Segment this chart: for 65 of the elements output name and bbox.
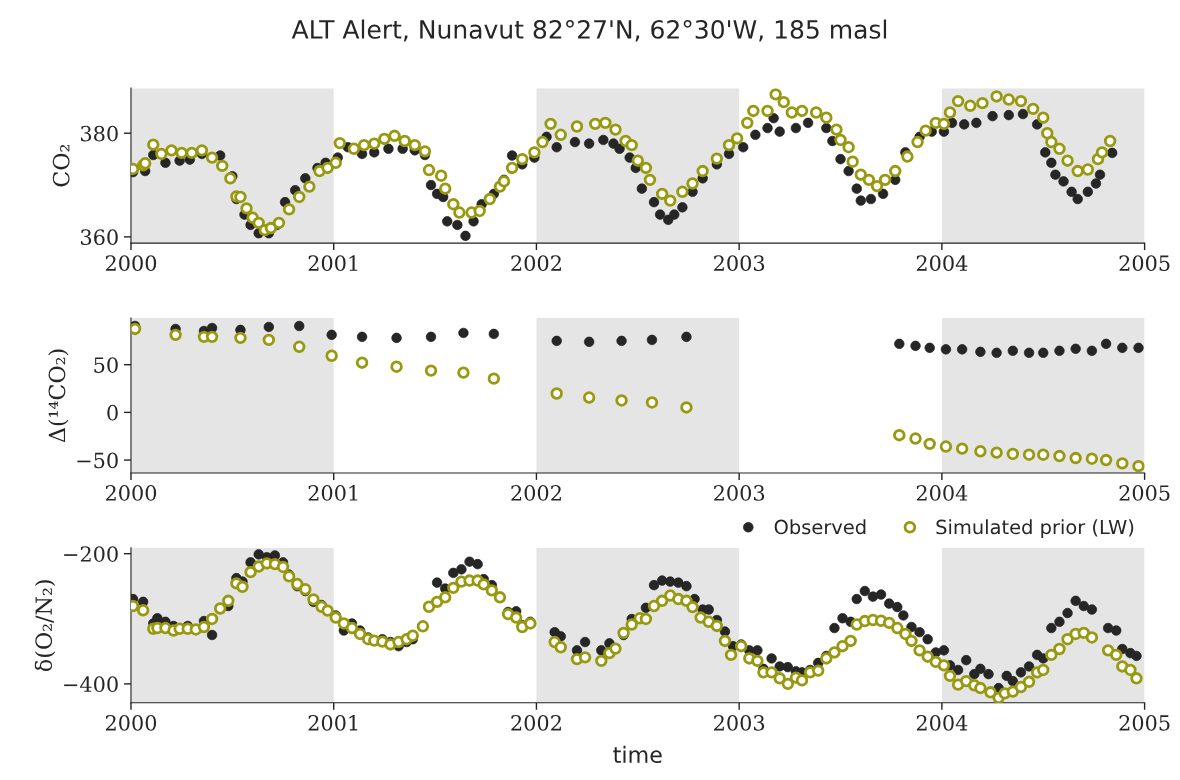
y-axis-title: CO₂ — [52, 144, 70, 187]
x-tick-label: 2004 — [916, 485, 968, 501]
point — [130, 322, 142, 336]
point — [1022, 448, 1036, 461]
x-tick-label: 2000 — [105, 255, 157, 272]
y-tick-label: 380 — [81, 125, 118, 142]
y-tick-label: 50 — [94, 357, 118, 373]
point — [1006, 447, 1020, 461]
point — [1116, 457, 1129, 470]
point — [615, 394, 628, 407]
chart-title: ALT Alert, Nunavut 82°27'N, 62°30'W, 185 masl — [291, 19, 887, 42]
point — [234, 331, 247, 345]
x-tick-label: 2002 — [511, 255, 561, 272]
point — [645, 396, 659, 409]
point — [680, 401, 693, 414]
point — [582, 391, 596, 404]
x-tick-label: 2003 — [714, 714, 765, 731]
point — [205, 330, 219, 344]
x-tick-label: 2005 — [1119, 714, 1170, 731]
x-tick-label: 2002 — [511, 714, 561, 731]
point — [325, 349, 338, 362]
x-tick-label: 2003 — [714, 255, 765, 272]
x-tick-label: 2005 — [1119, 485, 1170, 501]
point — [457, 366, 470, 379]
point — [390, 360, 403, 373]
x-tick-label: 2004 — [916, 714, 968, 731]
x-tick-label: 2000 — [105, 714, 157, 731]
point — [1069, 451, 1082, 465]
y-tick-label: −200 — [64, 546, 118, 562]
y-axis-title: δ(O₂/N₂) — [34, 580, 56, 672]
y-tick-label: −50 — [77, 452, 118, 469]
point — [355, 356, 369, 369]
x-tick-label: 2004 — [916, 255, 968, 272]
legend-label: Observed — [774, 519, 866, 535]
y-tick-label: 360 — [81, 229, 118, 246]
point — [550, 387, 563, 400]
x-tick-label: 2002 — [511, 485, 561, 501]
point — [262, 333, 276, 347]
point — [974, 445, 987, 458]
point — [293, 340, 306, 353]
point — [939, 440, 953, 453]
point — [909, 432, 922, 445]
point — [893, 428, 906, 442]
x-tick-label: 2003 — [714, 485, 765, 501]
x-tick-label: 2001 — [308, 485, 358, 501]
x-tick-label: 2001 — [308, 714, 358, 731]
point — [1132, 459, 1145, 473]
point — [990, 446, 1003, 459]
point — [1037, 448, 1050, 461]
point — [1099, 453, 1113, 467]
x-axis-title: time — [613, 745, 662, 764]
point — [1053, 449, 1066, 463]
x-tick-label: 2000 — [105, 485, 157, 501]
y-axis-title: Δ(¹⁴CO₂) — [48, 349, 69, 443]
point — [169, 328, 182, 342]
x-tick-label: 2001 — [308, 255, 358, 272]
point — [487, 372, 501, 385]
point — [923, 437, 936, 451]
y-tick-label: −400 — [64, 676, 118, 693]
legend-label: Simulated prior (LW) — [936, 519, 1134, 539]
x-tick-label: 2005 — [1119, 255, 1170, 272]
point — [424, 364, 438, 377]
point — [1085, 452, 1099, 465]
y-tick-label: 0 — [107, 404, 118, 421]
point — [955, 442, 969, 455]
